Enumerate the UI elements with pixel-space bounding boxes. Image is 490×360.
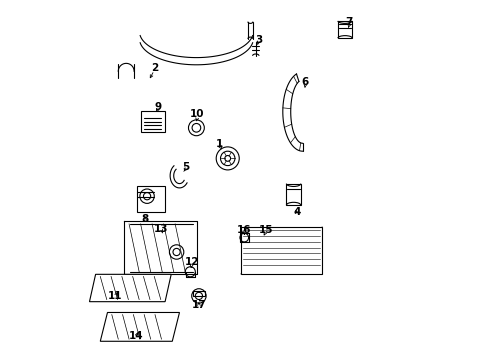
Text: 4: 4 (294, 207, 301, 217)
Text: 16: 16 (237, 225, 251, 235)
Text: 8: 8 (141, 214, 148, 224)
Polygon shape (241, 227, 322, 274)
Text: 12: 12 (184, 257, 199, 267)
Bar (137, 186, 165, 212)
Bar (338, 21, 352, 38)
Text: 7: 7 (346, 17, 353, 27)
Polygon shape (100, 312, 179, 341)
Bar (141, 111, 165, 132)
Bar (193, 291, 205, 296)
Text: 10: 10 (190, 109, 205, 120)
Text: 15: 15 (259, 225, 273, 235)
Polygon shape (90, 274, 171, 302)
Text: 11: 11 (107, 291, 122, 301)
Text: 2: 2 (150, 63, 158, 73)
Text: 1: 1 (216, 139, 223, 149)
Bar (286, 184, 301, 205)
Text: 5: 5 (182, 162, 189, 172)
Text: 17: 17 (192, 300, 206, 310)
Text: 9: 9 (154, 102, 161, 112)
Text: 13: 13 (154, 224, 169, 234)
Text: 6: 6 (302, 77, 309, 87)
Text: 14: 14 (129, 330, 144, 341)
Text: 3: 3 (255, 35, 262, 45)
